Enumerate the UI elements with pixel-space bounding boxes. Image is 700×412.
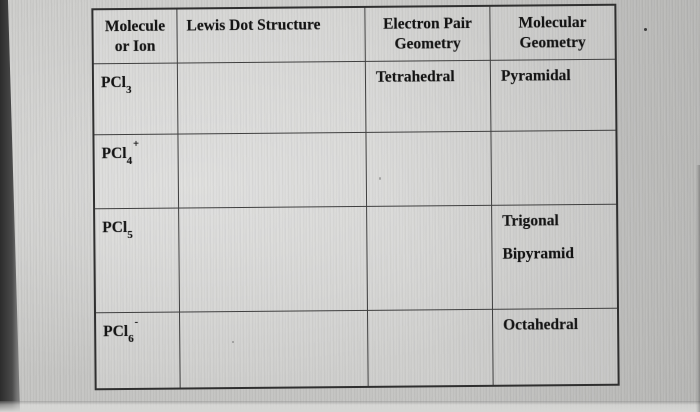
header-cell-electron-pair-geometry: Electron Pair Geometry [365, 6, 491, 62]
molecule-formula: PCl4 + [101, 139, 140, 167]
formula-subscript: 6 [128, 333, 134, 346]
table-grid: Molecule or Ion Lewis Dot Structure Elec… [91, 3, 620, 391]
header-cell-molecular-geometry: Molecular Geometry [490, 5, 615, 61]
dust-speck [379, 177, 381, 180]
molecular-geometry-text: Trigonal [502, 212, 559, 230]
formula-base: PCl [102, 219, 128, 237]
formula-subscript: 4 [126, 155, 133, 168]
header-cell-molecule-or-ion: Molecule or Ion [93, 9, 178, 65]
formula-superscript: + [132, 138, 140, 150]
cell-molecular-geometry-row2 [491, 130, 617, 206]
photo-bottom-edge [0, 401, 700, 412]
cell-lewis-structure-row1 [177, 61, 367, 135]
cell-molecular-geometry-row3: Trigonal Bipyramid [492, 204, 617, 310]
cell-electron-pair-geometry-row4 [367, 309, 494, 386]
cell-molecule-pcl6-minus: PCl6- [96, 312, 181, 389]
formula-base: PCl [101, 145, 127, 163]
photo-right-edge-shadow [696, 164, 700, 412]
formula-subscript: 3 [125, 84, 132, 97]
cell-molecule-pcl4-plus: PCl4 + [94, 134, 180, 210]
molecule-formula: PCl5 [102, 219, 134, 241]
molecular-geometry-text: Octahedral [503, 316, 579, 334]
header-cell-lewis-dot-structure: Lewis Dot Structure [177, 7, 366, 64]
dust-speck [232, 341, 234, 343]
molecular-geometry-text: Bipyramid [502, 244, 575, 263]
cell-electron-pair-geometry-row3 [367, 205, 493, 311]
cell-electron-pair-geometry-row1: Tetrahedral [365, 60, 492, 133]
cell-molecule-pcl3: PCl3 [93, 63, 179, 136]
cell-molecule-pcl5: PCl5 [95, 208, 181, 314]
cell-molecular-geometry-row4: Octahedral [493, 309, 618, 385]
dust-speck [644, 28, 647, 31]
formula-subscript: 5 [127, 229, 133, 242]
formula-base: PCl [103, 323, 129, 341]
cell-molecular-geometry-row1: Pyramidal [490, 59, 616, 132]
cell-lewis-structure-row2 [178, 132, 368, 209]
formula-base: PCl [100, 74, 127, 92]
cell-lewis-structure-row3 [179, 206, 368, 313]
molecule-formula: PCl6- [103, 317, 138, 345]
cell-lewis-structure-row4 [180, 310, 369, 388]
molecular-geometry-text: Pyramidal [500, 67, 571, 85]
formula-superscript: - [134, 316, 139, 328]
cell-electron-pair-geometry-row2 [366, 131, 493, 207]
geometry-worksheet-table: Molecule or Ion Lewis Dot Structure Elec… [91, 3, 620, 391]
molecule-formula: PCl3 [100, 74, 133, 96]
